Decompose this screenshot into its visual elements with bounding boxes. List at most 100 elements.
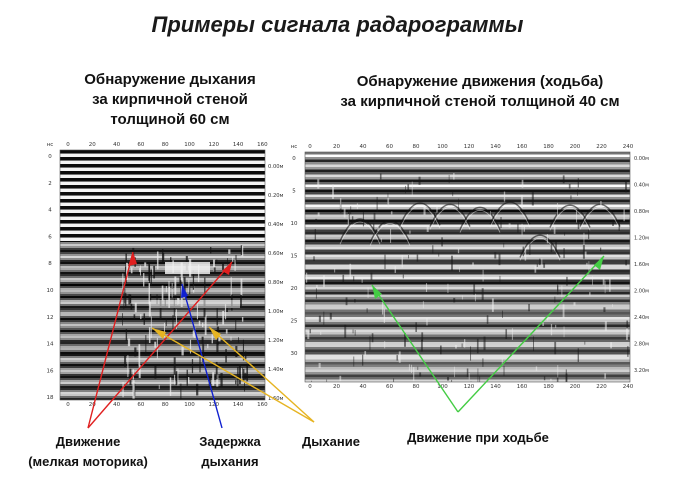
page-title: Примеры сигнала радарограммы xyxy=(151,12,524,37)
right-right-tick: 0.40м xyxy=(634,183,649,189)
left-right-tick: 0.40м xyxy=(268,222,284,228)
left-top-x-tick: 140 xyxy=(233,142,244,148)
right-bottom-x-tick: 80 xyxy=(413,384,420,390)
right-y-tick: 15 xyxy=(291,254,298,260)
left-heading-line2: за кирпичной стеной xyxy=(92,91,248,108)
caption-motion: Движение (мелкая моторика) xyxy=(18,432,158,472)
caption-walk: Движение при ходьбе xyxy=(407,430,549,445)
left-bottom-x-tick: 0 xyxy=(66,402,70,408)
walk-arrowhead-2 xyxy=(594,256,604,270)
right-top-x-tick: 60 xyxy=(386,144,393,150)
left-bottom-x-tick: 120 xyxy=(209,402,220,408)
left-y-tick: 6 xyxy=(48,234,52,240)
right-y-tick: 5 xyxy=(292,189,296,195)
left-bottom-x-tick: 20 xyxy=(89,402,96,408)
right-right-tick: 1.20м xyxy=(634,236,649,242)
left-y-tick: 2 xyxy=(48,181,52,187)
right-right-tick: 2.00м xyxy=(634,289,649,295)
motion-arrows xyxy=(87,251,233,429)
right-top-x-tick: 40 xyxy=(360,144,367,150)
left-bottom-x-tick: 80 xyxy=(162,402,169,408)
right-y-tick: 25 xyxy=(291,319,298,325)
right-bottom-x-tick: 100 xyxy=(437,384,448,390)
left-y-tick: 4 xyxy=(48,208,52,214)
right-heading: Обнаружение движения (ходьба) за кирпичн… xyxy=(300,72,660,112)
left-bottom-x-tick: 60 xyxy=(137,402,144,408)
motion-arrowhead-1 xyxy=(128,252,137,266)
left-y-tick: 16 xyxy=(47,368,54,374)
right-bottom-x-tick: 0 xyxy=(308,384,312,390)
left-right-tick: 0.80м xyxy=(268,280,284,286)
left-right-tick: 1.60м xyxy=(268,396,284,402)
left-bottom-x-tick: 140 xyxy=(233,402,244,408)
caption-motion-line1: Движение xyxy=(55,434,121,449)
right-bottom-x-tick: 40 xyxy=(360,384,367,390)
delay-arrow xyxy=(181,283,223,429)
left-top-x-tick: 0 xyxy=(66,142,70,148)
right-top-x-tick: 200 xyxy=(570,144,581,150)
walk-arrows xyxy=(371,255,605,413)
delay-arrow-line xyxy=(181,283,223,429)
right-right-tick: 0.00м xyxy=(634,156,649,162)
right-y-tick: 0 xyxy=(292,156,296,162)
right-right-tick: 0.80м xyxy=(634,209,649,215)
right-top-x-tick: 100 xyxy=(437,144,448,150)
left-radargram xyxy=(60,150,265,400)
right-heading-line1: Обнаружение движения (ходьба) xyxy=(356,73,604,90)
right-top-x-tick: 220 xyxy=(596,144,607,150)
left-y-tick: 14 xyxy=(47,342,54,348)
walk-arrow-1 xyxy=(371,284,459,413)
left-bottom-x-tick: 100 xyxy=(184,402,195,408)
left-top-x-tick: 100 xyxy=(184,142,195,148)
left-y-tick: 18 xyxy=(47,395,54,401)
left-bottom-x-tick: 40 xyxy=(113,402,120,408)
right-bottom-x-tick: 220 xyxy=(596,384,607,390)
motion-arrow-2 xyxy=(87,261,233,429)
walk-arrowhead-1 xyxy=(372,285,382,299)
left-bottom-x-tick: 160 xyxy=(257,402,268,408)
left-y-tick: 0 xyxy=(48,154,52,160)
motion-arrow-1 xyxy=(87,251,134,429)
left-top-x-tick: 120 xyxy=(209,142,220,148)
left-top-x-tick: 20 xyxy=(89,142,96,148)
right-y-unit: нс xyxy=(291,144,298,150)
breath-arrowhead-1 xyxy=(152,328,166,339)
right-y-tick: 30 xyxy=(291,351,298,357)
right-bottom-x-tick: 20 xyxy=(333,384,340,390)
right-top-x-tick: 160 xyxy=(517,144,528,150)
right-bottom-x-tick: 120 xyxy=(464,384,475,390)
left-right-tick: 0.60м xyxy=(268,251,284,257)
breath-arrow-1 xyxy=(151,327,315,423)
left-top-x-tick: 160 xyxy=(257,142,268,148)
right-heading-line2: за кирпичной стеной толщиной 40 см xyxy=(340,93,620,110)
right-bottom-x-tick: 160 xyxy=(517,384,528,390)
left-heading-line1: Обнаружение дыхания xyxy=(84,71,256,88)
caption-delay: Задержка дыхания xyxy=(180,432,280,472)
left-top-x-tick: 60 xyxy=(137,142,144,148)
right-top-x-tick: 80 xyxy=(413,144,420,150)
left-heading: Обнаружение дыхания за кирпичной стеной … xyxy=(30,70,310,130)
left-heading-line3: толщиной 60 см xyxy=(110,111,230,128)
right-bottom-x-tick: 140 xyxy=(490,384,501,390)
left-radargram-frame xyxy=(59,149,266,401)
breath-arrow-2 xyxy=(208,326,315,423)
right-right-tick: 1.60м xyxy=(634,262,649,268)
right-right-tick: 2.40м xyxy=(634,315,649,321)
motion-arrowhead-2 xyxy=(222,262,232,275)
right-top-x-tick: 140 xyxy=(490,144,501,150)
right-bottom-x-tick: 240 xyxy=(623,384,634,390)
right-top-x-tick: 180 xyxy=(543,144,554,150)
breath-arrows xyxy=(151,326,315,423)
right-bottom-x-tick: 180 xyxy=(543,384,554,390)
left-y-tick: 10 xyxy=(47,288,54,294)
left-right-tick: 1.00м xyxy=(268,309,284,315)
left-right-tick: 0.20м xyxy=(268,193,284,199)
right-top-x-tick: 0 xyxy=(308,144,312,150)
right-right-tick: 2.80м xyxy=(634,342,649,348)
left-right-tick: 1.40м xyxy=(268,367,284,373)
right-radargram-frame xyxy=(304,151,631,383)
right-bottom-x-tick: 200 xyxy=(570,384,581,390)
left-y-unit: нс xyxy=(47,142,54,148)
caption-delay-line2: дыхания xyxy=(201,454,259,469)
